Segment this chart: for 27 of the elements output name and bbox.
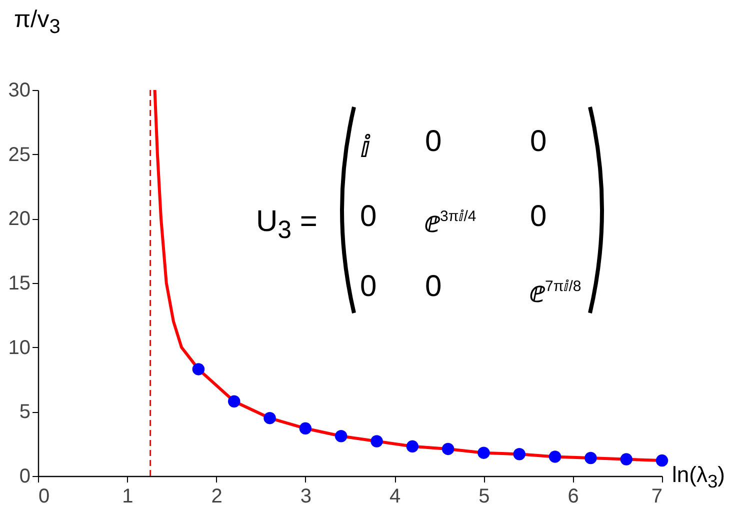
x-tick-label: 3 [300,486,312,508]
x-tick-label: 0 [38,486,50,508]
annotation: 0 [530,200,547,234]
y-tick-label: 30 [8,80,30,102]
x-tick-label: 2 [211,486,222,508]
x-tick-label: 6 [568,486,579,508]
annotation: U$_{3}$ = [256,205,318,245]
x-tick-label: 1 [122,486,134,508]
annotation: ⅇ$^{3πⅈ/4}$ [425,205,476,241]
x-axis-title: ln(λ$_{3}$) [672,462,725,492]
y-tick-label: 20 [8,208,30,230]
annotation: 0 [530,125,547,159]
annotation: 0 [425,125,442,159]
annotation: 0 [360,270,377,304]
y-tick-label: 25 [8,144,30,166]
x-tick-label: 5 [478,486,490,508]
annotation: 0 [360,200,377,234]
y-tick-label: 10 [8,336,30,359]
y-tick-label: 5 [19,401,30,424]
annotation: ⅈ [360,130,370,166]
annotation: ⅇ$^{7πⅈ/8}$ [530,275,582,311]
x-tick-label: 7 [651,486,662,508]
y-tick-label: 15 [8,272,30,294]
y-tick-label: 0 [19,466,30,488]
y-axis-title: π/v$_{3}$ [14,6,60,39]
x-tick-label: 4 [390,486,401,508]
annotation: 0 [425,270,442,304]
